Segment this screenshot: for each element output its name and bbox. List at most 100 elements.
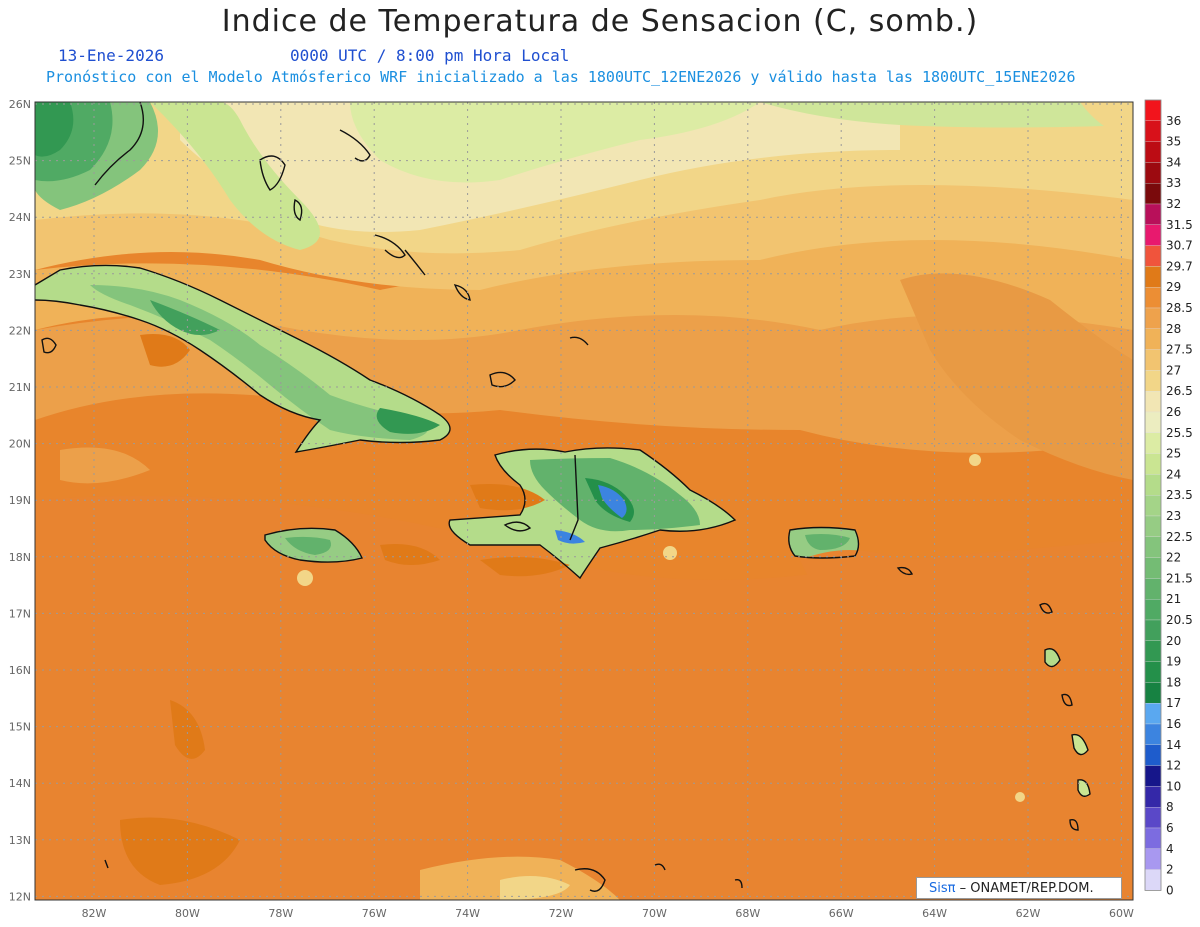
legend-swatch: [1144, 203, 1162, 225]
lon-label: 76W: [362, 907, 387, 920]
legend-label: 29.7: [1166, 259, 1193, 273]
legend-swatch: [1144, 141, 1162, 163]
legend-swatch: [1144, 765, 1162, 787]
lat-label: 23N: [9, 268, 31, 281]
legend-swatch: [1144, 391, 1162, 413]
legend-swatch: [1144, 682, 1162, 704]
lat-label: 15N: [9, 721, 31, 734]
legend-label: 26: [1166, 405, 1181, 419]
legend-swatch: [1144, 723, 1162, 745]
legend-label: 12: [1166, 759, 1181, 773]
lat-label: 13N: [9, 834, 31, 847]
legend-label: 36: [1166, 114, 1181, 128]
longitude-labels: 82W 80W 78W 76W 74W 72W 70W 68W 66W 64W 62W 60W: [82, 907, 1134, 920]
forecast-time: 0000 UTC / 8:00 pm Hora Local: [290, 46, 570, 65]
lat-label: 17N: [9, 607, 31, 620]
legend-swatch: [1144, 869, 1162, 891]
legend-label: 17: [1166, 696, 1181, 710]
lon-label: 70W: [642, 907, 667, 920]
legend-label: 30.7: [1166, 239, 1193, 253]
legend-label: 21.5: [1166, 571, 1193, 585]
lat-label: 21N: [9, 381, 31, 394]
lon-label: 68W: [735, 907, 760, 920]
lon-label: 66W: [829, 907, 854, 920]
legend-swatch: [1144, 599, 1162, 621]
legend-label: 18: [1166, 675, 1181, 689]
credit-brand: Sisπ: [929, 881, 956, 896]
legend-label: 33: [1166, 176, 1181, 190]
lat-label: 14N: [9, 777, 31, 790]
legend-label: 0: [1166, 883, 1174, 897]
legend-swatch: [1144, 578, 1162, 600]
legend-swatch: [1144, 827, 1162, 849]
coastlines: [35, 102, 1091, 892]
grid-lines: [35, 102, 1133, 900]
legend-label: 25.5: [1166, 426, 1193, 440]
legend-swatch: [1144, 349, 1162, 371]
legend-swatch: [1144, 703, 1162, 725]
legend-label: 26.5: [1166, 384, 1193, 398]
legend-swatch: [1144, 495, 1162, 517]
legend-swatch: [1144, 744, 1162, 766]
lon-label: 62W: [1016, 907, 1041, 920]
legend-swatch: [1144, 474, 1162, 496]
legend-swatch: [1144, 287, 1162, 309]
legend-label: 35: [1166, 135, 1181, 149]
temperature-field: [35, 102, 1133, 900]
lon-label: 60W: [1109, 907, 1134, 920]
legend-label: 21: [1166, 592, 1181, 606]
legend-label: 22.5: [1166, 530, 1193, 544]
legend-label: 14: [1166, 738, 1181, 752]
lon-label: 80W: [175, 907, 200, 920]
lon-label: 82W: [82, 907, 107, 920]
color-legend: 363534333231.530.729.72928.52827.52726.5…: [1144, 99, 1193, 897]
lon-label: 78W: [268, 907, 293, 920]
legend-swatch: [1144, 786, 1162, 808]
legend-swatch: [1144, 640, 1162, 662]
legend-swatch: [1144, 848, 1162, 870]
legend-label: 19: [1166, 655, 1181, 669]
legend-swatch: [1144, 370, 1162, 392]
lat-label: 18N: [9, 551, 31, 564]
legend-label: 2: [1166, 863, 1174, 877]
legend-swatch: [1144, 515, 1162, 537]
legend-swatch: [1144, 411, 1162, 433]
legend-label: 16: [1166, 717, 1181, 731]
legend-label: 28.5: [1166, 301, 1193, 315]
legend-label: 25: [1166, 447, 1181, 461]
lat-label: 20N: [9, 438, 31, 451]
legend-swatch: [1144, 807, 1162, 829]
legend-label: 32: [1166, 197, 1181, 211]
legend-swatch: [1144, 453, 1162, 475]
legend-swatch: [1144, 120, 1162, 142]
legend-label: 24: [1166, 467, 1181, 481]
legend-label: 29: [1166, 280, 1181, 294]
lat-label: 25N: [9, 155, 31, 168]
lat-label: 24N: [9, 211, 31, 224]
legend-label: 27: [1166, 363, 1181, 377]
legend-label: 20: [1166, 634, 1181, 648]
latitude-labels: 26N 25N 24N 23N 22N 21N 20N 19N 18N 17N 16N 15N 14N 1…: [9, 98, 31, 903]
credit-box: Sisπ – ONAMET/REP.DOM.: [916, 877, 1122, 899]
legend-label: 10: [1166, 779, 1181, 793]
map-frame: [34, 101, 1134, 901]
legend-label: 6: [1166, 821, 1174, 835]
legend-label: 34: [1166, 155, 1181, 169]
legend-swatch: [1144, 307, 1162, 329]
legend-swatch: [1144, 245, 1162, 267]
lat-label: 22N: [9, 324, 31, 337]
map-title: Indice de Temperatura de Sensacion (C, s…: [221, 4, 979, 39]
lon-label: 74W: [455, 907, 480, 920]
legend-swatch: [1144, 224, 1162, 246]
lat-label: 19N: [9, 494, 31, 507]
legend-swatch: [1144, 661, 1162, 683]
legend-swatch: [1144, 99, 1162, 121]
legend-swatch: [1144, 619, 1162, 641]
forecast-info: Pronóstico con el Modelo Atmósferico WRF…: [46, 68, 1076, 86]
legend-swatch: [1144, 536, 1162, 558]
lon-label: 72W: [549, 907, 574, 920]
legend-swatch: [1144, 162, 1162, 184]
legend-label: 23.5: [1166, 488, 1193, 502]
forecast-date: 13-Ene-2026: [58, 46, 164, 65]
